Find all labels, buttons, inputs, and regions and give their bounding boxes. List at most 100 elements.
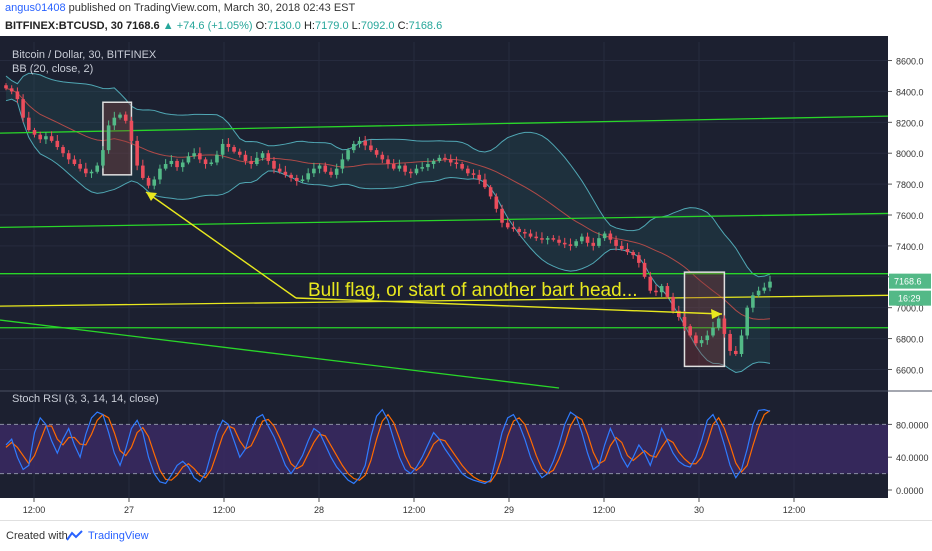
axes: 6600.06800.07000.07200.07400.07600.07800… xyxy=(0,57,931,520)
candle-body xyxy=(306,173,310,180)
candle-body xyxy=(84,168,88,174)
candle-body xyxy=(249,160,253,165)
candle-body xyxy=(500,208,504,223)
candle-body xyxy=(180,162,185,168)
trend-line-yellow xyxy=(0,294,889,307)
candle-body xyxy=(15,91,20,100)
candle-body xyxy=(431,160,436,165)
annotation-arrow-right xyxy=(295,297,723,315)
annotation-text: Bull flag, or start of another bart head… xyxy=(308,280,638,301)
candle-body xyxy=(631,252,635,256)
candle-body xyxy=(562,242,567,245)
price-tick-label: 8200.0 xyxy=(896,118,924,128)
candle-body xyxy=(483,179,487,188)
candle-body xyxy=(694,335,698,344)
price-tick-label: 7600.0 xyxy=(896,211,924,221)
stoch-tick-label: 0.0000 xyxy=(896,486,924,496)
legend-bb: BB (20, close, 2) xyxy=(12,63,93,75)
candle-body xyxy=(277,168,282,172)
time-tick-label: 12:00 xyxy=(23,505,46,515)
candle-body xyxy=(380,154,385,160)
candle-body xyxy=(329,171,333,175)
price-chart[interactable]: 6600.06800.07000.07200.07400.07600.07800… xyxy=(0,36,932,520)
close-label: C: xyxy=(397,20,409,32)
candle-body xyxy=(762,287,767,291)
stoch-band-fill xyxy=(0,424,888,474)
candle-body xyxy=(602,233,607,239)
time-tick-label: 30 xyxy=(694,505,704,515)
bb-fill xyxy=(6,73,770,373)
candle-body xyxy=(648,276,653,291)
candle-body xyxy=(266,153,271,161)
candle-body xyxy=(289,174,293,178)
candle-body xyxy=(676,310,681,317)
candle-body xyxy=(232,147,236,152)
candle-body xyxy=(38,134,43,140)
candle-body xyxy=(334,168,339,175)
candle-body xyxy=(272,160,276,169)
tradingview-link[interactable]: TradingView xyxy=(88,530,149,542)
candle-body xyxy=(768,281,772,288)
candle-body xyxy=(21,99,25,118)
candle-body xyxy=(146,177,151,186)
candle-body xyxy=(466,168,470,174)
candle-body xyxy=(55,140,60,148)
candle-body xyxy=(294,177,299,182)
candle-body xyxy=(574,241,578,246)
candle-body xyxy=(323,165,328,172)
candle-body xyxy=(220,143,225,155)
candle-body xyxy=(27,117,31,131)
last-price: 7168.6 xyxy=(126,20,160,32)
candle-body xyxy=(591,242,596,246)
time-tick-label: 28 xyxy=(314,505,324,515)
candle-body xyxy=(716,318,721,328)
candle-body xyxy=(614,239,618,246)
stoch-tick-label: 40.0000 xyxy=(896,453,929,463)
stoch-tick-label: 80.0000 xyxy=(896,420,929,430)
change-value: +74.6 (+1.05%) xyxy=(176,20,253,32)
candle-body xyxy=(534,236,539,239)
annotation-arrow-left xyxy=(145,191,297,299)
candle-body xyxy=(699,340,704,344)
trend-line-green xyxy=(0,319,560,389)
candle-body xyxy=(420,167,425,169)
candle-body xyxy=(129,120,134,141)
candle-body xyxy=(340,159,345,169)
candle-body xyxy=(72,159,77,165)
candle-body xyxy=(637,255,641,263)
author-link[interactable]: angus01408 xyxy=(5,2,66,14)
candle-body xyxy=(369,145,373,151)
up-arrow-icon: ▲ xyxy=(162,20,174,32)
publish-line: angus01408 published on TradingView.com,… xyxy=(5,2,355,14)
price-tick-label: 7000.0 xyxy=(896,304,924,314)
candle-body xyxy=(198,153,202,160)
candle-body xyxy=(203,159,208,165)
candle-body xyxy=(397,165,402,169)
candle-body xyxy=(95,165,100,172)
ohlc-line: BITFINEX:BTCUSD, 30 7168.6 ▲ +74.6 (+1.0… xyxy=(5,20,442,32)
candle-body xyxy=(243,154,248,161)
candle-body xyxy=(118,114,122,118)
candle-body xyxy=(78,164,82,169)
created-with-label: Created with xyxy=(6,530,68,542)
price-tick-label: 6800.0 xyxy=(896,335,924,345)
annotation-arrowhead-left xyxy=(146,192,157,201)
candle-body xyxy=(477,174,482,180)
candle-body xyxy=(66,153,71,160)
candle-body xyxy=(4,85,8,89)
candle-body xyxy=(112,117,117,126)
candle-body xyxy=(44,136,48,140)
candle-body xyxy=(209,162,214,165)
chart-header: angus01408 published on TradingView.com,… xyxy=(0,0,932,36)
candle-body xyxy=(711,327,715,336)
candle-body xyxy=(158,168,162,180)
candle-body xyxy=(557,239,561,243)
candle-body xyxy=(106,125,111,151)
price-tick-label: 8600.0 xyxy=(896,57,924,67)
time-tick-label: 12:00 xyxy=(593,505,616,515)
candle-body xyxy=(597,238,601,246)
tradingview-logo-icon[interactable] xyxy=(66,529,84,543)
trend-line-green xyxy=(0,212,889,229)
candle-body xyxy=(671,296,675,311)
candle-body xyxy=(688,326,692,336)
